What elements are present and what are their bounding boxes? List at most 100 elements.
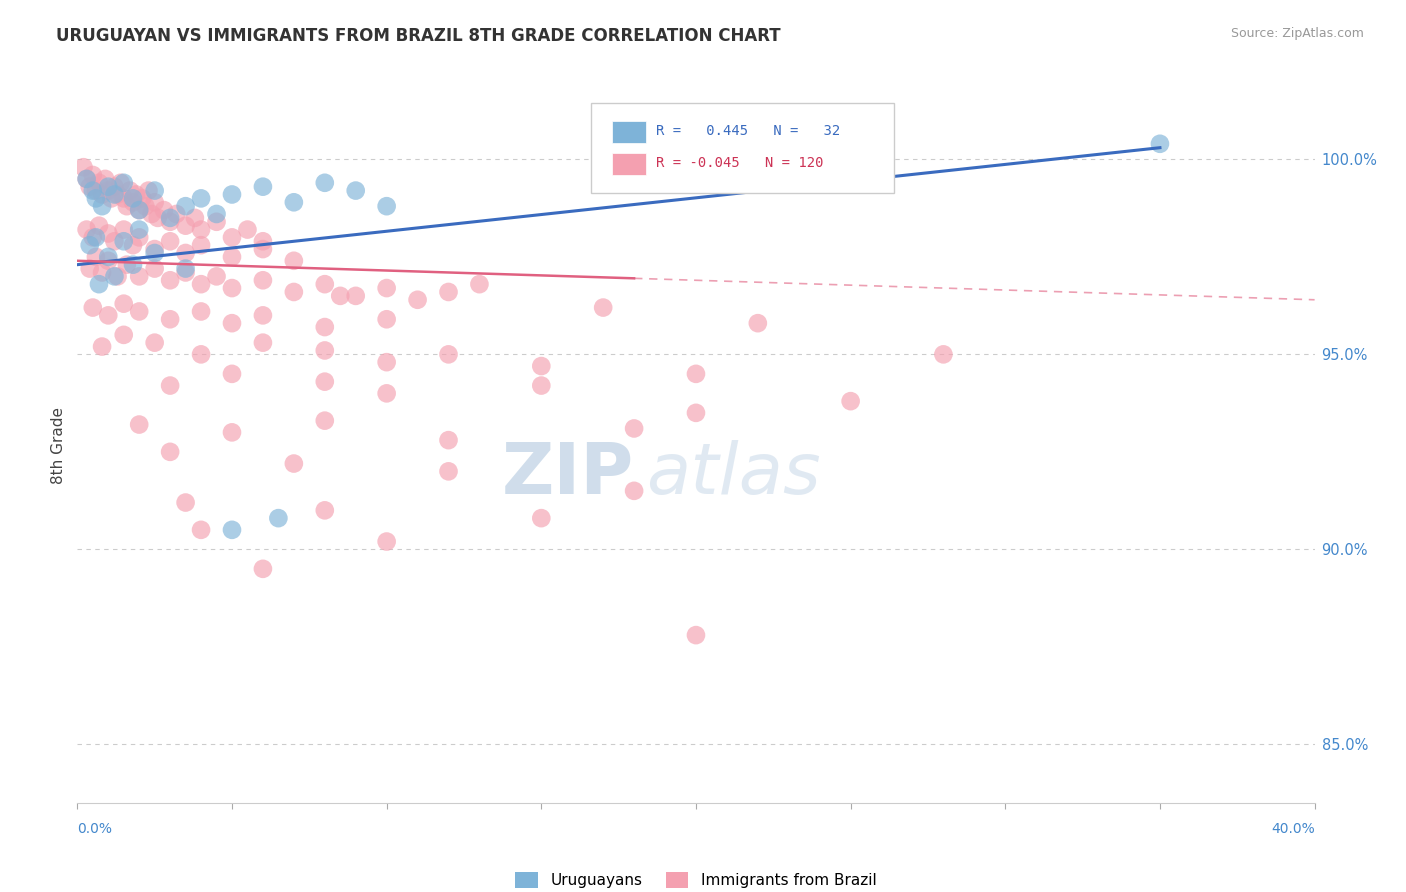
Point xyxy=(97,184,120,198)
Point xyxy=(97,179,120,194)
Point xyxy=(190,238,212,252)
Text: URUGUAYAN VS IMMIGRANTS FROM BRAZIL 8TH GRADE CORRELATION CHART: URUGUAYAN VS IMMIGRANTS FROM BRAZIL 8TH … xyxy=(56,27,780,45)
Point xyxy=(125,187,148,202)
Point xyxy=(205,215,228,229)
Point xyxy=(107,269,129,284)
Point xyxy=(122,238,145,252)
Point xyxy=(221,367,243,381)
Point xyxy=(314,375,336,389)
Point xyxy=(314,343,336,358)
Point xyxy=(530,511,553,525)
Text: 0.0%: 0.0% xyxy=(77,822,112,837)
Point xyxy=(236,222,259,236)
Point xyxy=(314,414,336,428)
Point xyxy=(190,304,212,318)
Point xyxy=(252,335,274,350)
Point xyxy=(252,273,274,287)
Point xyxy=(375,386,398,401)
Point xyxy=(685,367,707,381)
Point xyxy=(252,234,274,248)
Point xyxy=(87,176,110,190)
Text: R =   0.445   N =   32: R = 0.445 N = 32 xyxy=(657,124,841,137)
Point xyxy=(128,304,150,318)
Point xyxy=(112,234,135,248)
Point xyxy=(252,242,274,256)
Point xyxy=(97,227,120,241)
Point xyxy=(143,261,166,276)
Point xyxy=(141,207,163,221)
Point xyxy=(122,195,145,210)
Point xyxy=(406,293,429,307)
Legend: Uruguayans, Immigrants from Brazil: Uruguayans, Immigrants from Brazil xyxy=(516,872,876,888)
Point xyxy=(205,207,228,221)
Point xyxy=(112,296,135,310)
Point xyxy=(91,187,114,202)
Point xyxy=(221,523,243,537)
Point xyxy=(159,445,181,459)
Point xyxy=(82,184,104,198)
Point xyxy=(283,253,305,268)
Point xyxy=(87,219,110,233)
Point xyxy=(221,281,243,295)
Point xyxy=(159,378,181,392)
Text: R = -0.045   N = 120: R = -0.045 N = 120 xyxy=(657,156,824,169)
Point xyxy=(143,184,166,198)
Point xyxy=(159,234,181,248)
Point xyxy=(82,230,104,244)
Point xyxy=(84,184,107,198)
Point xyxy=(107,187,129,202)
Point xyxy=(344,289,367,303)
Point xyxy=(190,191,212,205)
Point xyxy=(283,195,305,210)
Text: 40.0%: 40.0% xyxy=(1271,822,1315,837)
Point xyxy=(159,273,181,287)
Point xyxy=(118,184,141,198)
Point xyxy=(623,483,645,498)
Point xyxy=(314,277,336,292)
Point xyxy=(134,199,156,213)
Text: Source: ZipAtlas.com: Source: ZipAtlas.com xyxy=(1230,27,1364,40)
Point xyxy=(314,320,336,334)
Bar xyxy=(612,153,647,175)
Point xyxy=(623,421,645,435)
Point xyxy=(375,281,398,295)
Point xyxy=(103,234,125,248)
Point xyxy=(128,269,150,284)
Point xyxy=(128,230,150,244)
Bar xyxy=(612,121,647,143)
Point xyxy=(82,168,104,182)
Point xyxy=(82,301,104,315)
Point xyxy=(252,562,274,576)
Point xyxy=(76,222,98,236)
Point xyxy=(174,246,197,260)
Point xyxy=(174,199,197,213)
Point xyxy=(143,195,166,210)
Point xyxy=(329,289,352,303)
Point xyxy=(184,211,207,225)
Point xyxy=(221,187,243,202)
Point xyxy=(174,495,197,509)
Point xyxy=(283,457,305,471)
Point xyxy=(79,179,101,194)
Point xyxy=(84,191,107,205)
Point xyxy=(314,503,336,517)
Point xyxy=(190,523,212,537)
Point xyxy=(112,191,135,205)
Point xyxy=(97,250,120,264)
Point xyxy=(76,172,98,186)
Point xyxy=(437,285,460,299)
Point xyxy=(221,316,243,330)
Point xyxy=(344,184,367,198)
Point xyxy=(221,230,243,244)
Point xyxy=(103,179,125,194)
Point xyxy=(103,269,125,284)
Point xyxy=(128,222,150,236)
Point xyxy=(115,199,138,213)
Point xyxy=(375,199,398,213)
Point xyxy=(122,191,145,205)
Point xyxy=(131,191,153,205)
Point xyxy=(143,246,166,260)
FancyBboxPatch shape xyxy=(591,103,894,193)
Point xyxy=(190,222,212,236)
Point xyxy=(112,176,135,190)
